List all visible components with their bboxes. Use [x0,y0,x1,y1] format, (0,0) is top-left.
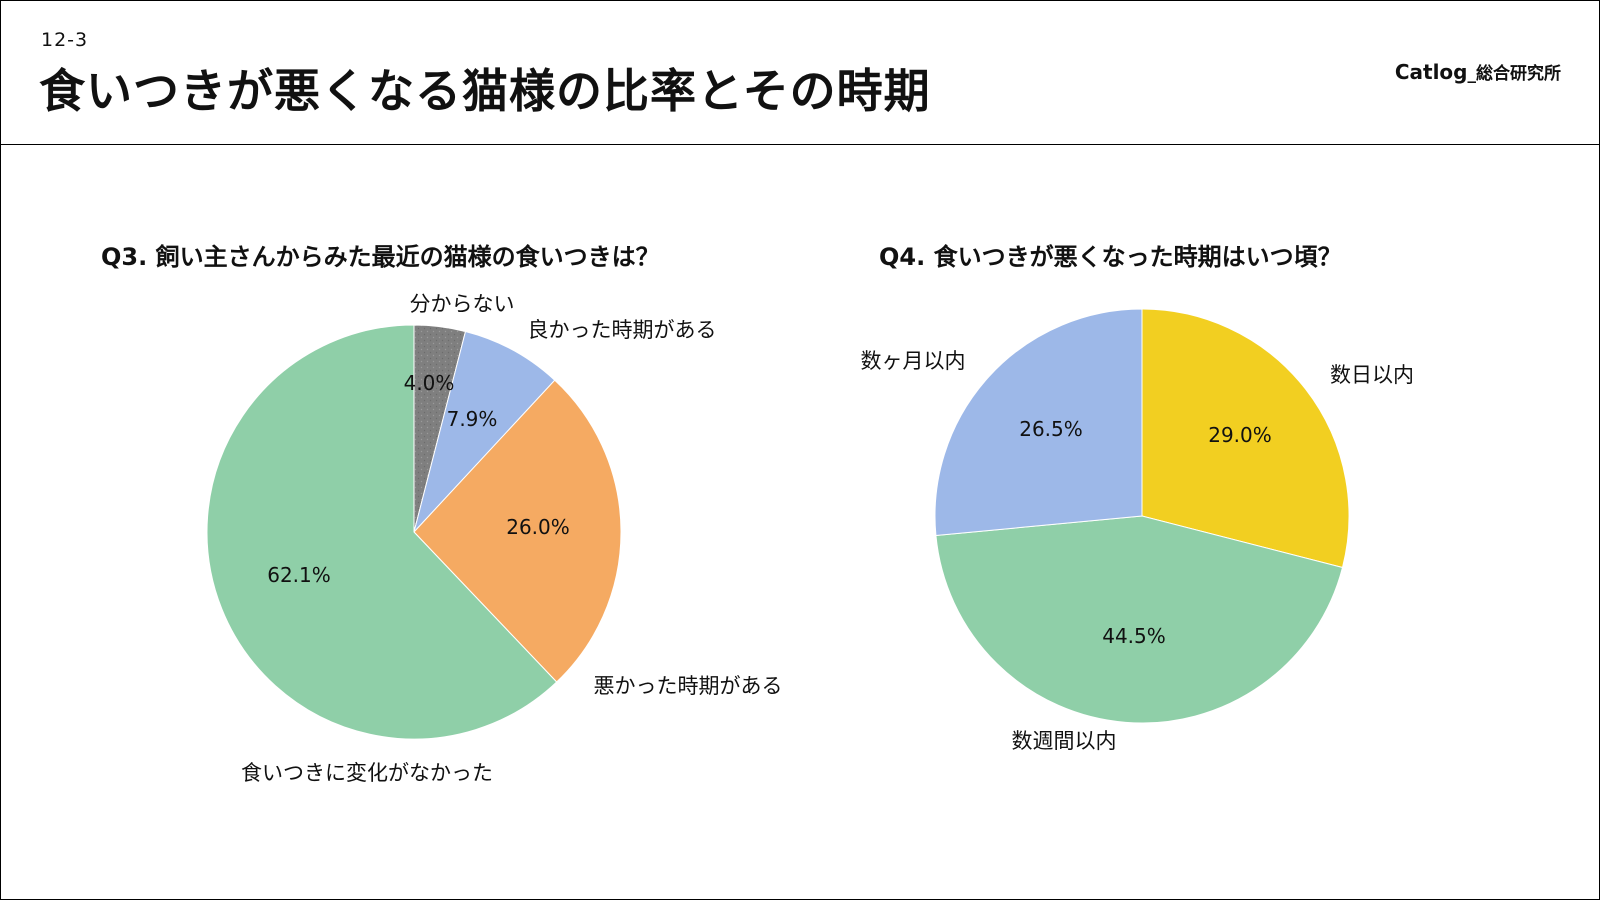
page-number: 12-3 [41,29,89,51]
q3-value-label-2: 26.0% [506,515,570,539]
q3-slice-label-0: 分からない [410,292,515,316]
q4-slice-2 [934,308,1143,537]
q4-slice-label-1: 数週間以内 [1012,729,1117,753]
q3-slice-2 [413,379,622,683]
q4-value-label-2: 26.5% [1019,417,1083,441]
q3-value-label-0: 4.0% [404,371,455,395]
q3-slice-label-3: 食いつきに変化がなかった [241,761,493,785]
brand-subtitle: _総合研究所 [1467,64,1562,84]
header-divider [1,144,1599,145]
q4-value-label-0: 29.0% [1208,423,1272,447]
q3-slice-label-2: 悪かった時期がある [594,674,783,698]
q3-slice-3 [206,324,558,740]
q3-slice-1 [413,330,556,533]
q4-slice-label-2: 数ヶ月以内 [861,349,966,373]
q3-value-label-3: 62.1% [267,563,331,587]
q3-chart-title: Q3. 飼い主さんからみた最近の猫様の食いつきは？ [101,243,660,271]
page-title: 食いつきが悪くなる猫様の比率とその時期 [39,64,931,118]
q3-value-label-1: 7.9% [447,407,498,431]
q3-slice-label-1: 良かった時期がある [528,318,717,342]
q4-slice-1 [935,515,1344,724]
brand-name: Catlog [1394,60,1468,84]
q4-chart-title: Q4. 食いつきが悪くなった時期はいつ頃？ [879,243,1342,271]
q4-slice-0 [1141,308,1350,569]
q4-value-label-1: 44.5% [1102,624,1166,648]
brand-logo: Catlog_総合研究所 [1395,59,1561,84]
q4-slice-label-0: 数日以内 [1330,363,1414,387]
